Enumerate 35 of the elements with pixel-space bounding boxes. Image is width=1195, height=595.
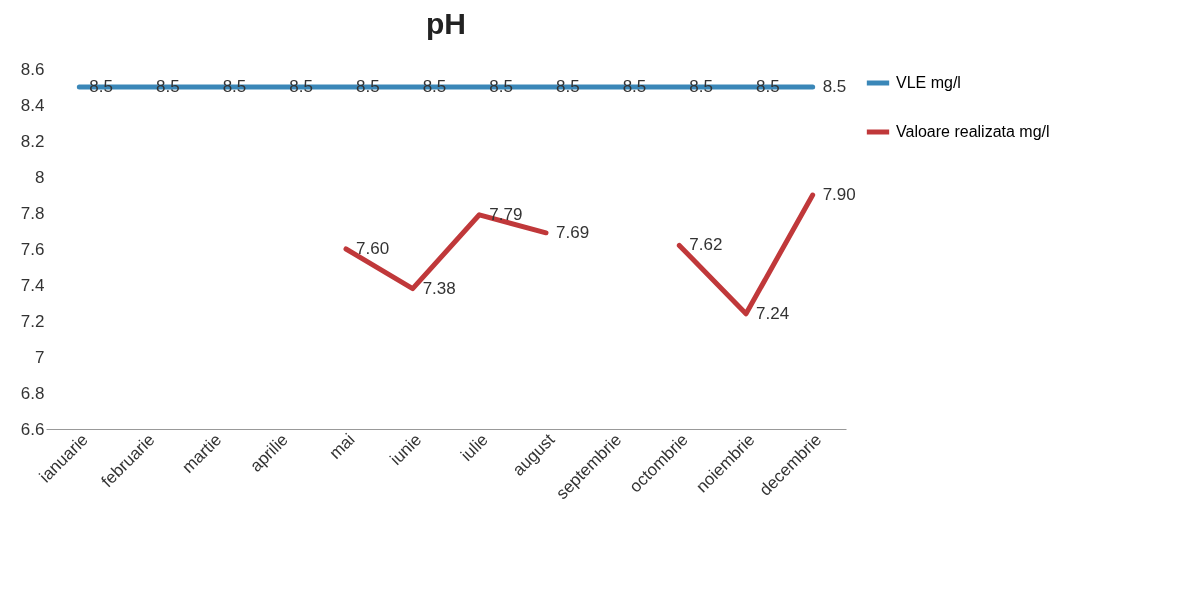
data-label: 7.60	[356, 239, 390, 258]
legend-label: VLE mg/l	[896, 74, 961, 91]
data-label: 8.5	[756, 77, 780, 96]
data-label: 8.5	[89, 77, 113, 96]
data-label: 8.5	[222, 77, 247, 96]
data-label: 7.90	[822, 185, 856, 204]
data-label: 8.5	[156, 77, 180, 96]
data-label: 8.5	[622, 77, 647, 96]
data-label: 7.69	[556, 222, 590, 242]
data-label: 7.62	[689, 235, 723, 255]
y-tick-label: 7	[35, 347, 45, 367]
chart-title: pH	[426, 7, 466, 40]
data-label: 7.38	[422, 278, 456, 298]
data-label: 8.5	[356, 77, 380, 96]
y-tick-label: 7.6	[20, 239, 45, 259]
y-tick-label: 6.8	[20, 383, 45, 403]
data-label: 8.5	[556, 77, 580, 96]
y-tick-label: 6.6	[20, 419, 45, 439]
data-label: 8.5	[689, 77, 713, 96]
y-tick-label: 7.4	[20, 275, 45, 295]
data-label: 8.5	[489, 77, 513, 96]
y-tick-label: 7.2	[20, 311, 45, 331]
y-tick-label: 8.6	[20, 59, 45, 79]
data-label: 8.5	[289, 77, 313, 96]
y-tick-label: 8.4	[20, 95, 45, 115]
y-tick-label: 7.8	[20, 203, 45, 223]
legend-label: Valoare realizata mg/l	[896, 123, 1050, 140]
x-tick-label: iulie	[457, 430, 492, 465]
data-label: 7.79	[489, 204, 523, 224]
data-label: 8.5	[822, 77, 847, 96]
data-label: 8.5	[422, 77, 447, 96]
x-tick-label: mai	[325, 430, 359, 463]
y-tick-label: 8	[35, 167, 45, 187]
y-tick-label: 8.2	[20, 131, 45, 151]
data-label: 7.24	[756, 303, 790, 323]
